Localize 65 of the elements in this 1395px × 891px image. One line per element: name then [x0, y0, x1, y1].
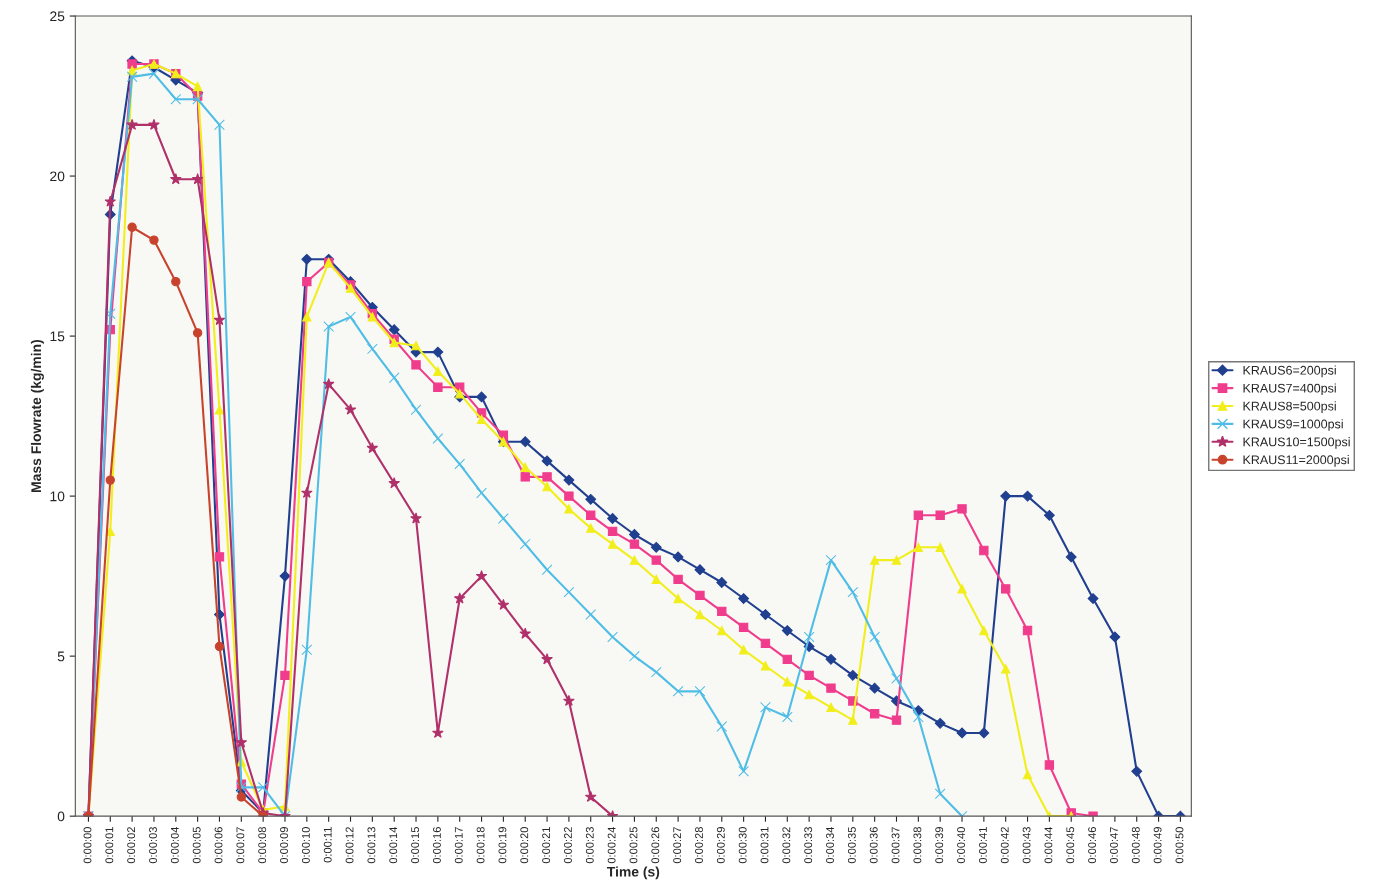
x-tick-label: 0:00:11 — [323, 827, 332, 863]
x-tick-label: 0:00:41 — [978, 827, 987, 864]
x-tick-label: 0:00:40 — [957, 827, 965, 864]
x-tick-label: 0:00:27 — [673, 827, 682, 864]
x-tick-label: 0:00:01 — [105, 827, 114, 864]
y-tick-label: 10 — [50, 491, 65, 502]
x-tick-label: 0:00:34 — [826, 826, 834, 864]
x-tick-label: 0:00:09 — [280, 827, 288, 864]
x-tick-label: 0:00:23 — [585, 827, 594, 864]
x-tick-label: 0:00:46 — [1088, 827, 1097, 864]
x-tick-label: 0:00:17 — [454, 827, 463, 864]
x-tick-label: 0:00:18 — [476, 827, 485, 864]
x-tick-label: 0:00:33 — [804, 827, 813, 864]
x-tick-label: 0:00:36 — [869, 827, 878, 864]
x-tick-label: 0:00:25 — [629, 827, 638, 864]
x-tick-label: 0:00:32 — [782, 827, 791, 864]
legend-label: KRAUS9=1000psi — [1243, 419, 1343, 431]
x-tick-label: 0:00:21 — [542, 827, 551, 864]
x-tick-label: 0:00:29 — [716, 827, 725, 864]
y-axis-title: Mass Flowrate (kg/min) — [30, 339, 44, 492]
legend-label: KRAUS11=2000psi — [1243, 455, 1349, 467]
x-tick-label: 0:00:22 — [564, 827, 572, 864]
x-tick-label: 0:00:03 — [149, 827, 157, 864]
x-tick-label: 0:00:47 — [1110, 827, 1118, 864]
x-tick-label: 0:00:24 — [607, 826, 616, 864]
x-tick-label: 0:00:14 — [389, 826, 398, 864]
x-tick-label: 0:00:26 — [651, 827, 660, 864]
x-tick-label: 0:00:48 — [1131, 827, 1140, 864]
x-tick-label: 0:00:38 — [913, 827, 922, 864]
x-tick-label: 0:00:05 — [192, 827, 201, 864]
x-tick-label: 0:00:44 — [1044, 826, 1053, 864]
x-tick-label: 0:00:02 — [127, 827, 136, 864]
y-tick-label: 0 — [57, 811, 65, 822]
legend-label: KRAUS7=400psi — [1243, 383, 1336, 396]
x-tick-label: 0:00:43 — [1022, 827, 1031, 864]
y-tick-label: 5 — [57, 651, 65, 662]
x-tick-label: 0:00:15 — [411, 827, 420, 864]
legend-label: KRAUS8=500psi — [1243, 401, 1336, 413]
x-axis-title: Time (s) — [606, 866, 660, 880]
x-tick-label: 0:00:37 — [891, 827, 900, 864]
x-tick-label: 0:00:13 — [367, 827, 376, 864]
x-tick-label: 0:00:50 — [1175, 827, 1184, 864]
x-tick-label: 0:00:07 — [236, 827, 245, 864]
x-tick-label: 0:00:16 — [432, 827, 441, 864]
x-tick-label: 0:00:45 — [1066, 827, 1075, 864]
x-tick-label: 0:00:30 — [738, 827, 747, 864]
legend-label: KRAUS6=200psi — [1243, 365, 1336, 378]
x-tick-label: 0:00:08 — [258, 827, 267, 864]
x-tick-label: 0:00:04 — [170, 826, 179, 864]
x-tick-label: 0:00:39 — [935, 827, 944, 864]
x-tick-label: 0:00:10 — [301, 827, 310, 864]
x-tick-label: 0:00:31 — [760, 827, 769, 864]
y-tick-label: 25 — [50, 11, 65, 22]
y-tick-label: 15 — [50, 331, 65, 342]
x-tick-label: 0:00:35 — [847, 827, 856, 864]
legend-label: KRAUS10=1500psi — [1243, 437, 1350, 449]
x-tick-label: 0:00:19 — [498, 827, 507, 864]
x-tick-label: 0:00:00 — [83, 827, 92, 864]
x-tick-label: 0:00:28 — [695, 827, 703, 864]
y-tick-label: 20 — [50, 171, 65, 182]
x-tick-label: 0:00:12 — [345, 827, 354, 864]
x-tick-label: 0:00:20 — [520, 827, 529, 864]
x-tick-label: 0:00:06 — [214, 827, 223, 864]
x-tick-label: 0:00:49 — [1153, 827, 1162, 864]
x-tick-label: 0:00:42 — [1000, 827, 1009, 864]
